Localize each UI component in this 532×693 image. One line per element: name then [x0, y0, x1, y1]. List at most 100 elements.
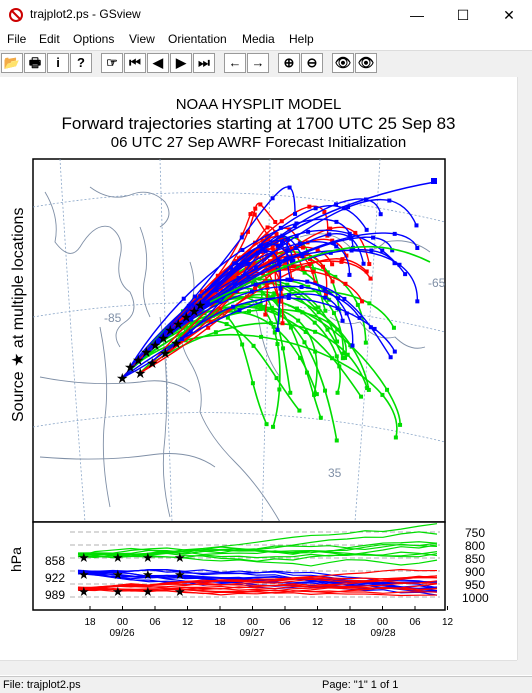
next-page-button[interactable]: ▶ — [170, 53, 192, 73]
trajectory-point — [300, 265, 305, 270]
info-icon: i — [56, 55, 60, 70]
print-button[interactable]: 🖶 — [24, 53, 46, 73]
menu-orientation[interactable]: Orientation — [168, 32, 227, 46]
help-button[interactable]: ? — [70, 53, 92, 73]
close-button[interactable]: ✕ — [486, 0, 532, 30]
trajectory-point — [348, 235, 353, 240]
trajectory-line — [154, 249, 419, 346]
trajectory-point — [226, 295, 231, 300]
trajectory-point — [251, 343, 256, 348]
trajectory-point — [286, 295, 291, 300]
menu-file[interactable]: File — [7, 32, 27, 46]
trajectory-line — [185, 205, 368, 318]
trajectory-point — [215, 298, 220, 303]
trajectory-point — [231, 304, 236, 309]
trajectory-point — [307, 204, 312, 209]
menu-view[interactable]: View — [129, 32, 155, 46]
trajectory-point — [302, 270, 307, 275]
plot-title-line2: Forward trajectories starting at 1700 UT… — [61, 114, 456, 133]
zoom-in-button[interactable]: ⊕ — [278, 53, 300, 73]
map-label-lat35: 35 — [328, 466, 342, 480]
profile-source-star: ★ — [174, 550, 186, 565]
find-button[interactable]: 👁 — [332, 53, 354, 73]
minimize-button[interactable]: — — [394, 0, 440, 30]
trajectory-point — [288, 325, 293, 330]
trajectory-point — [353, 230, 358, 235]
graticule — [32, 158, 446, 523]
vertical-scrollbar[interactable] — [517, 77, 532, 660]
prev-page-button[interactable]: ◀ — [147, 53, 169, 73]
trajectory-line — [162, 236, 293, 339]
trajectory-point — [318, 415, 323, 420]
trajectory-point — [290, 246, 295, 251]
trajectory-point — [367, 301, 372, 306]
right-level-900: 900 — [465, 565, 486, 579]
forward-button[interactable]: → — [247, 53, 269, 73]
trajectory-point — [244, 260, 249, 265]
profile-line — [77, 531, 438, 554]
trajectory-point — [334, 202, 339, 207]
document-canvas[interactable]: NOAA HYSPLIT MODEL Forward trajectories … — [0, 77, 517, 660]
date-label: 09/27 — [239, 628, 264, 639]
trajectory-point — [263, 249, 268, 254]
source-star: ★ — [157, 330, 170, 346]
find-next-button[interactable]: 👁 — [355, 53, 377, 73]
trajectory-point — [323, 295, 328, 300]
source-star: ★ — [172, 316, 185, 332]
profile-source-star: ★ — [78, 567, 90, 582]
trajectory-point — [288, 255, 293, 260]
right-level-800: 800 — [465, 539, 486, 553]
right-level-850: 850 — [465, 552, 486, 566]
time-tick-label: 00 — [377, 617, 389, 628]
trajectory-point — [239, 235, 244, 240]
back-button[interactable]: ← — [224, 53, 246, 73]
trajectory-point — [392, 231, 397, 236]
trajectory-point — [360, 299, 365, 304]
trajectory-point — [249, 289, 254, 294]
info-button[interactable]: i — [47, 53, 69, 73]
trajectory-point — [306, 284, 311, 289]
trajectory-line — [154, 248, 396, 346]
trajectory-point — [268, 269, 273, 274]
trajectory-point — [328, 226, 333, 231]
menu-media[interactable]: Media — [242, 32, 275, 46]
trajectory-point — [270, 196, 275, 201]
profile-source-star: ★ — [112, 584, 124, 599]
trajectory-point — [278, 225, 283, 230]
trajectory-point — [300, 310, 305, 315]
trajectory-line — [151, 322, 368, 389]
last-page-button[interactable]: ⏭ — [193, 53, 215, 73]
trajectory-point — [334, 438, 339, 443]
trajectory-point — [228, 265, 233, 270]
time-tick-label: 18 — [214, 617, 226, 628]
trajectory-point — [232, 261, 237, 266]
trajectory-line — [175, 297, 396, 352]
trajectory-point — [297, 408, 302, 413]
time-tick-label: 00 — [117, 617, 129, 628]
menu-edit[interactable]: Edit — [39, 32, 60, 46]
trajectory-point — [364, 227, 369, 232]
open-button[interactable]: 📂 — [1, 53, 23, 73]
trajectory-point — [337, 364, 342, 369]
trajectory-point — [347, 272, 352, 277]
zoom-out-button[interactable]: ⊖ — [301, 53, 323, 73]
trajectory-point — [431, 178, 437, 184]
trajectory-point — [274, 376, 279, 381]
trajectory-point — [193, 294, 198, 299]
trajectory-point — [277, 310, 282, 315]
trajectory-line — [209, 245, 431, 303]
horizontal-scrollbar[interactable] — [0, 660, 517, 675]
menu-help[interactable]: Help — [289, 32, 314, 46]
trajectory-point — [265, 225, 270, 230]
maximize-button[interactable]: ☐ — [440, 0, 486, 30]
trajectory-point — [236, 256, 241, 261]
trajectory-point — [307, 262, 312, 267]
trajectory-point — [224, 322, 229, 327]
trajectory-point — [325, 327, 330, 332]
menu-options[interactable]: Options — [73, 32, 115, 46]
time-tick-label: 12 — [182, 617, 194, 628]
first-page-button[interactable]: ⏮ — [124, 53, 146, 73]
goto-page-button[interactable]: ☞ — [101, 53, 123, 73]
trajectory-point — [271, 424, 276, 429]
trajectory-lines — [121, 178, 437, 443]
